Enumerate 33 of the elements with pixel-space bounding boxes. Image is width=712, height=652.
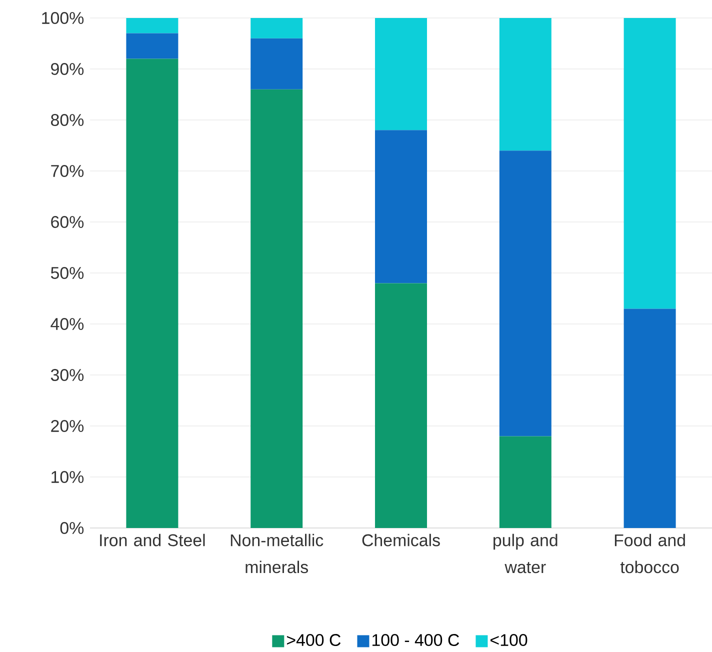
- legend-label: >400 C: [286, 634, 341, 646]
- y-tick-label: 60%: [51, 216, 84, 228]
- bar: [126, 18, 178, 34]
- x-tick-label: Chemicals: [362, 534, 440, 546]
- bar: [126, 58, 178, 528]
- y-tick-label: 70%: [51, 164, 84, 177]
- y-tick-label: 100%: [42, 12, 84, 24]
- bar: [250, 89, 303, 528]
- bar: [375, 283, 428, 528]
- y-tick-label: 90%: [51, 62, 84, 75]
- y-tick-label: 80%: [51, 114, 84, 126]
- y-tick-label: 40%: [50, 318, 84, 330]
- bar: [499, 150, 552, 436]
- x-tick-label: Iron and Steel: [100, 534, 205, 546]
- y-tick-label: 30%: [50, 368, 84, 381]
- bar: [126, 33, 178, 59]
- legend-label: 100 - 400 C: [372, 634, 460, 646]
- bar: [499, 436, 552, 528]
- bar: [250, 38, 303, 90]
- x-tick-label: pulp and water: [494, 534, 558, 574]
- bar: [375, 18, 428, 130]
- x-tick-label: Food and tobocco: [614, 534, 685, 574]
- legend-label: <100: [490, 634, 528, 646]
- bar: [499, 18, 552, 151]
- y-tick-label: 10%: [52, 470, 84, 483]
- y-tick-label: 50%: [50, 266, 84, 279]
- y-tick-label: 20%: [51, 420, 84, 432]
- bar: [250, 18, 303, 38]
- bar: [624, 18, 676, 309]
- bar: [624, 308, 676, 528]
- y-tick-label: 0%: [60, 522, 84, 534]
- bar: [375, 130, 428, 284]
- x-tick-label: Non-metallic minerals: [230, 534, 324, 574]
